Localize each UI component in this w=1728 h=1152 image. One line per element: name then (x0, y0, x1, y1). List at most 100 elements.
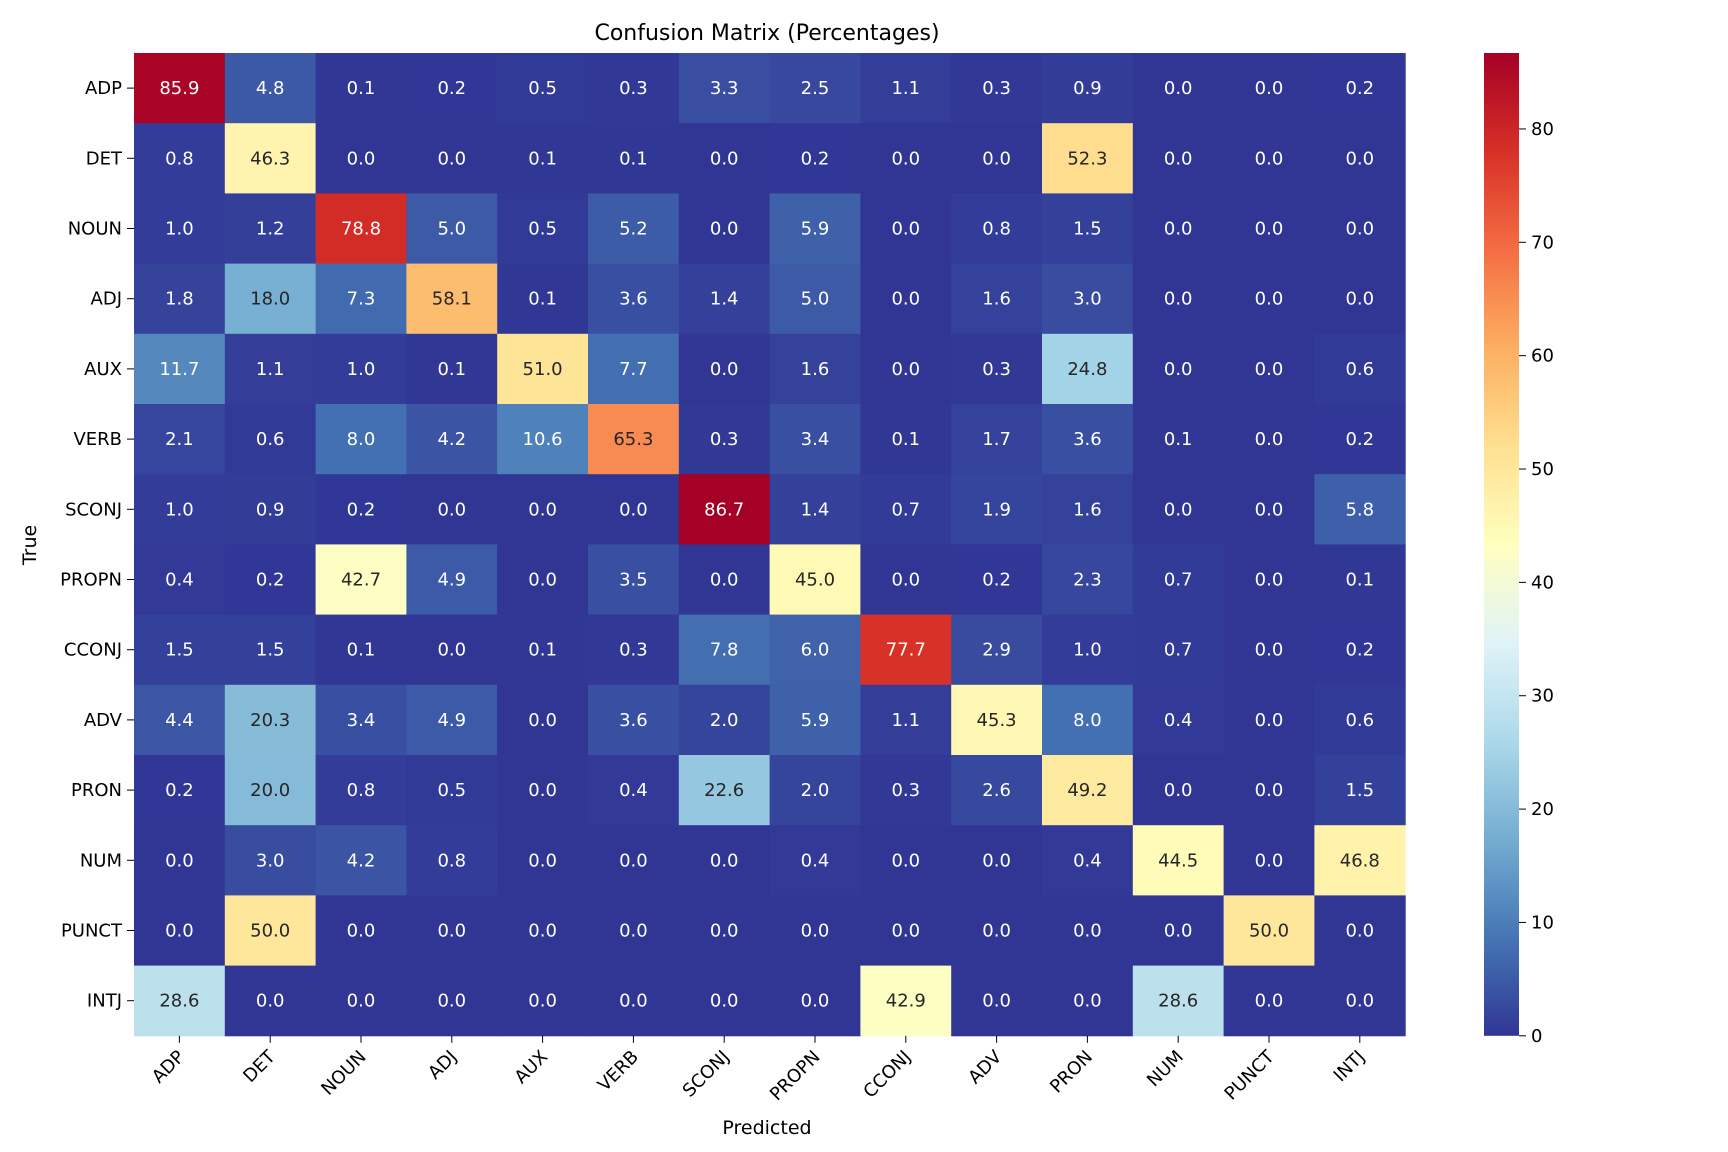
cell-value-label: 0.0 (1164, 78, 1193, 99)
heatmap-cell (1042, 684, 1134, 756)
cell-value-label: 0.0 (982, 921, 1011, 942)
heatmap-cell (1132, 684, 1225, 756)
heatmap-cell (1042, 755, 1134, 826)
heatmap-cell (406, 404, 498, 475)
cell-value-label: 2.5 (801, 78, 830, 99)
cell-value-label: 0.0 (528, 991, 557, 1012)
heatmap-cell (224, 123, 317, 194)
cell-value-label: 0.0 (1164, 780, 1193, 801)
heatmap-cell (406, 193, 498, 265)
x-axis-ticks: ADP DET NOUN ADJ AUX VERB SCONJ PROPN CCONJ ADV PR… (148, 1035, 1369, 1105)
heatmap-cell (1223, 263, 1315, 335)
heatmap-cell (1314, 614, 1406, 686)
heatmap-cell (315, 404, 407, 475)
heatmap-cell (951, 193, 1043, 265)
heatmap-cell (951, 123, 1043, 194)
x-tick-label: PROPN (766, 1046, 825, 1105)
cell-value-label: 0.4 (1073, 850, 1102, 871)
heatmap-cell (224, 333, 317, 405)
cell-value-label: 0.4 (619, 780, 648, 801)
cell-value-label: 0.1 (528, 640, 557, 661)
heatmap-cell (497, 614, 589, 686)
cell-value-label: 5.2 (619, 219, 648, 240)
cell-value-label: 0.0 (528, 780, 557, 801)
cell-value-label: 0.0 (619, 499, 648, 520)
heatmap-cell (224, 895, 317, 967)
heatmap-cell (134, 965, 226, 1037)
cell-value-label: 85.9 (159, 78, 199, 99)
heatmap-cell (1223, 895, 1315, 967)
cell-value-label: 1.2 (256, 219, 285, 240)
heatmap-cell (497, 965, 589, 1037)
cell-value-label: 4.4 (165, 710, 194, 731)
heatmap-cell (497, 474, 589, 545)
cell-value-label: 3.6 (619, 710, 648, 731)
heatmap-cell (134, 684, 226, 756)
cell-value-label: 22.6 (704, 780, 744, 801)
heatmap-cell (769, 123, 861, 194)
cell-value-label: 0.8 (165, 148, 194, 169)
cell-value-label: 0.0 (1164, 359, 1193, 380)
heatmap-cell (134, 755, 226, 826)
y-tick-label: CCONJ (64, 640, 122, 661)
heatmap-cell (497, 825, 589, 896)
cell-value-label: 0.0 (1073, 921, 1102, 942)
cell-value-label: 0.0 (528, 921, 557, 942)
cell-value-label: 2.9 (982, 640, 1011, 661)
cell-value-label: 0.0 (1255, 570, 1284, 591)
heatmap-cell (1042, 965, 1134, 1037)
heatmap-cell (497, 53, 589, 124)
cell-value-label: 0.0 (1345, 148, 1374, 169)
heatmap-cell (1132, 53, 1225, 124)
cell-value-label: 65.3 (613, 429, 653, 450)
heatmap-cell (1223, 333, 1315, 405)
heatmap-cell (224, 544, 317, 616)
heatmap-cell (769, 263, 861, 335)
heatmap-cell (1314, 193, 1406, 265)
cell-value-label: 0.4 (165, 570, 194, 591)
heatmap-cell (406, 895, 498, 967)
cell-value-label: 0.0 (347, 921, 376, 942)
heatmap-cell (315, 825, 407, 896)
cell-value-label: 0.0 (801, 921, 830, 942)
heatmap-cell (315, 684, 407, 756)
heatmap-cell (951, 825, 1043, 896)
heatmap-cell (134, 263, 226, 335)
heatmap-cell (769, 684, 861, 756)
heatmap-cell (224, 53, 317, 124)
heatmap-cell (406, 263, 498, 335)
cell-value-label: 3.6 (619, 289, 648, 310)
heatmap-cell (1314, 684, 1406, 756)
heatmap-cell (1132, 544, 1225, 616)
cell-value-label: 0.0 (710, 921, 739, 942)
heatmap-cell (1223, 825, 1315, 896)
cell-value-label: 0.0 (528, 850, 557, 871)
heatmap-cell (497, 895, 589, 967)
cell-value-label: 1.5 (1073, 219, 1102, 240)
heatmap-cell (678, 193, 771, 265)
heatmap-cell (224, 684, 317, 756)
cell-value-label: 51.0 (523, 359, 563, 380)
heatmap-cell (860, 123, 952, 194)
heatmap-cell (1314, 333, 1406, 405)
colorbar-tick-label: 10 (1531, 912, 1554, 933)
heatmap-cell (860, 755, 952, 826)
cell-value-label: 2.0 (710, 710, 739, 731)
heatmap-cell (769, 474, 861, 545)
cell-value-label: 0.1 (1164, 429, 1193, 450)
cell-value-label: 49.2 (1067, 780, 1107, 801)
cell-value-label: 45.0 (795, 570, 835, 591)
heatmap-cell (1132, 825, 1225, 896)
cell-value-label: 0.8 (347, 780, 376, 801)
heatmap-cell (588, 825, 680, 896)
y-axis-ticks: ADP DET NOUN ADJ AUX VERB SCONJ PROPN CCONJ ADV PR… (60, 78, 134, 1012)
heatmap-cell (497, 263, 589, 335)
heatmap-cell (134, 474, 226, 545)
heatmap-cell (769, 53, 861, 124)
cell-value-label: 3.0 (1073, 289, 1102, 310)
heatmap-cell (134, 53, 226, 124)
heatmap-cell (134, 404, 226, 475)
heatmap-cell (588, 333, 680, 405)
x-tick-label: CCONJ (859, 1046, 915, 1102)
heatmap-cell (1223, 965, 1315, 1037)
